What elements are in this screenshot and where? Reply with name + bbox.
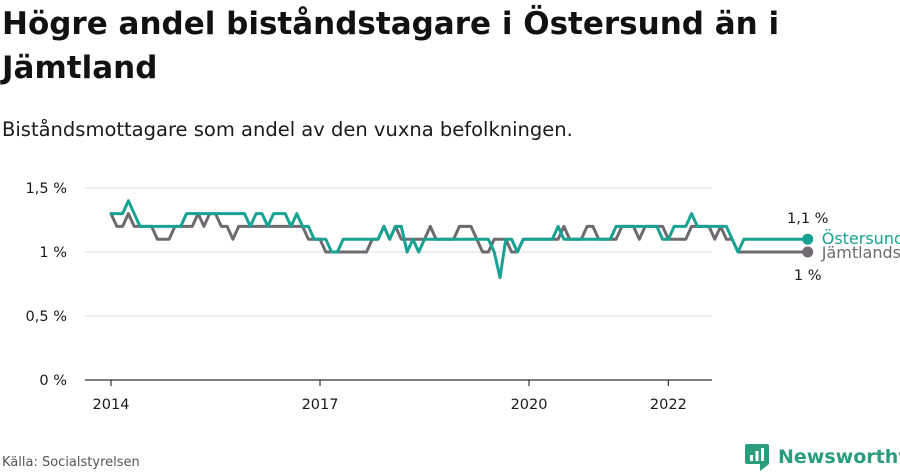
chart-title: Högre andel biståndstagare i Östersund ä… (2, 6, 780, 86)
brand-name: Newsworthy (778, 446, 900, 468)
x-tick-label: 2020 (511, 397, 548, 413)
end-point-jamtland (802, 246, 814, 258)
series-line-jamtland (109, 212, 810, 254)
source-note: Källa: Socialstyrelsen (2, 455, 140, 470)
x-tick-label: 2017 (302, 397, 339, 413)
x-tick-label: 2014 (93, 397, 130, 413)
y-tick-label: 0 % (39, 373, 67, 389)
newsworthy-logo-icon (745, 444, 769, 471)
y-tick-label: 0,5 % (26, 309, 67, 325)
y-tick-label: 1 % (39, 245, 67, 261)
series-name-label: Jämtlands län (821, 243, 900, 262)
series-name-label: Östersunds kommun (822, 229, 900, 248)
y-tick-label: 1,5 % (26, 181, 67, 197)
chart-subtitle: Biståndsmottagare som andel av den vuxna… (2, 118, 573, 141)
end-value-label: 1,1 % (787, 211, 828, 227)
brand[interactable]: Newsworthy (744, 442, 900, 472)
x-tick-label: 2022 (650, 397, 687, 413)
series-line-ostersund (109, 199, 810, 280)
end-point-ostersund (802, 233, 814, 245)
end-value-label: 1 % (794, 268, 822, 284)
